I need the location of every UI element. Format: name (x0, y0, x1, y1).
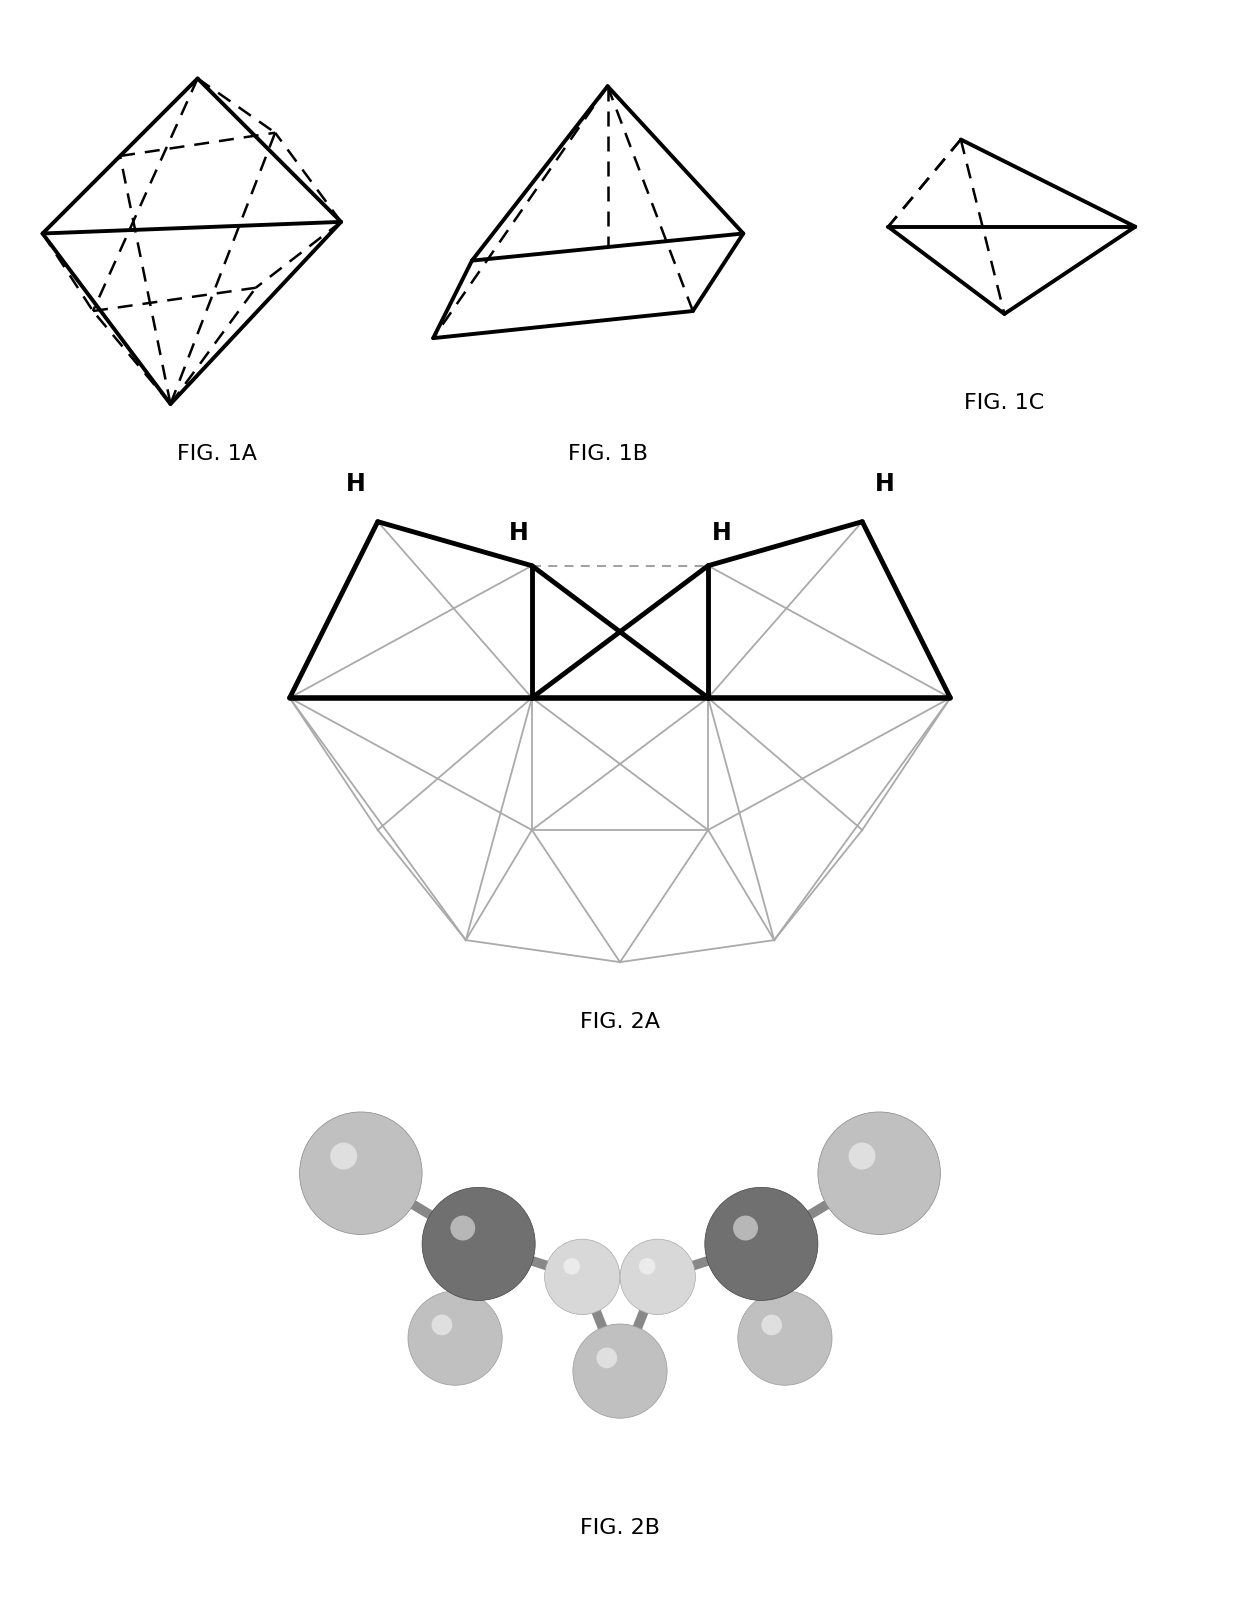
Text: FIG. 1C: FIG. 1C (965, 394, 1044, 413)
Circle shape (848, 1143, 875, 1170)
Circle shape (818, 1112, 940, 1235)
Circle shape (432, 1315, 453, 1335)
Text: FIG. 2A: FIG. 2A (580, 1010, 660, 1031)
Circle shape (620, 1240, 696, 1315)
Circle shape (761, 1315, 782, 1335)
Text: FIG. 2B: FIG. 2B (580, 1517, 660, 1537)
Text: H: H (712, 520, 732, 544)
Circle shape (408, 1291, 502, 1385)
Circle shape (639, 1259, 656, 1275)
Text: FIG. 1A: FIG. 1A (177, 444, 257, 463)
Circle shape (733, 1215, 758, 1241)
Circle shape (596, 1348, 618, 1369)
Text: H: H (874, 471, 894, 495)
Circle shape (544, 1240, 620, 1315)
Circle shape (300, 1112, 422, 1235)
Circle shape (738, 1291, 832, 1385)
Text: H: H (508, 520, 528, 544)
Text: FIG. 1B: FIG. 1B (568, 444, 647, 463)
Text: H: H (346, 471, 366, 495)
Circle shape (563, 1259, 580, 1275)
Circle shape (330, 1143, 357, 1170)
Circle shape (573, 1323, 667, 1419)
Circle shape (422, 1188, 536, 1301)
Circle shape (704, 1188, 818, 1301)
Circle shape (450, 1215, 475, 1241)
